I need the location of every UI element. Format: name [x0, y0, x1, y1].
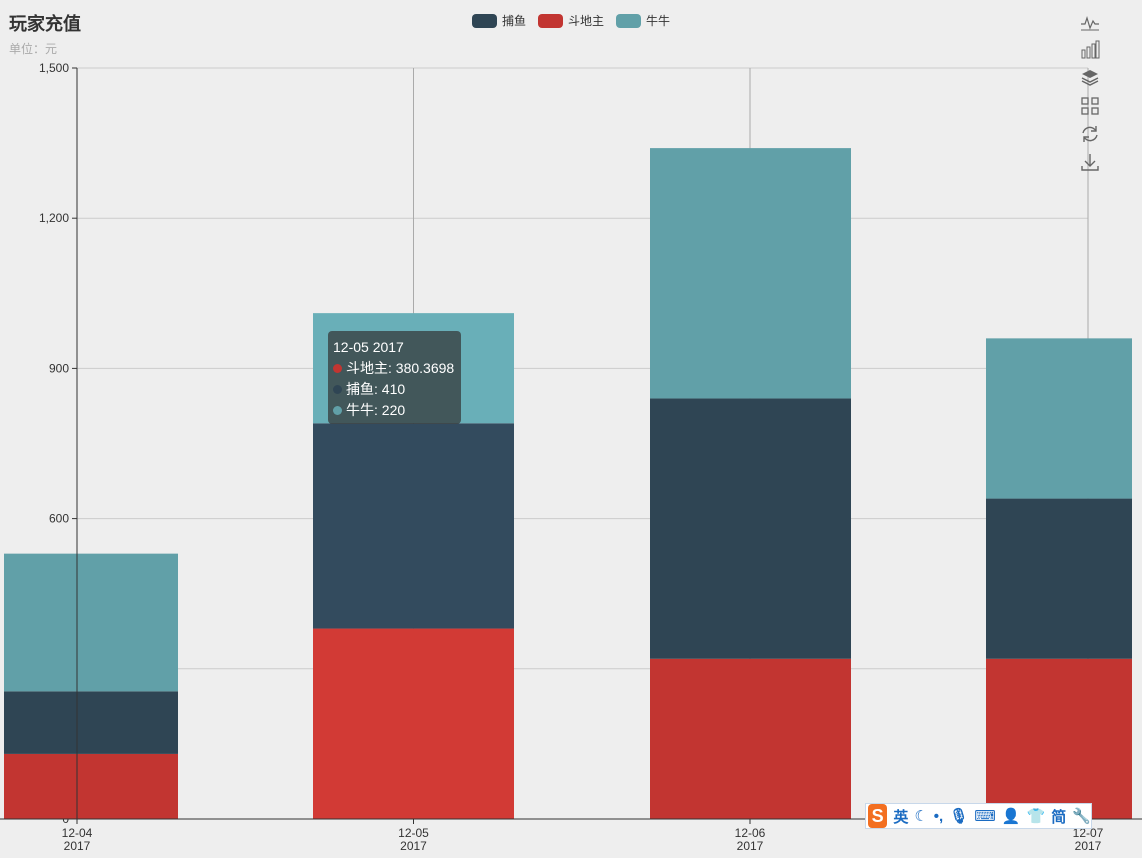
- chart-title: 玩家充值: [9, 14, 81, 34]
- x-tick-year: 2017: [64, 839, 91, 853]
- legend-swatch: [616, 13, 641, 28]
- x-tick-year: 2017: [737, 839, 764, 853]
- tooltip-label: 牛牛: 220: [346, 402, 406, 418]
- ime-simplified-toggle[interactable]: 简: [1051, 808, 1067, 826]
- x-tick-label: 12-05: [398, 826, 429, 840]
- x-tick-label: 12-06: [735, 826, 766, 840]
- ime-toolbar: S 英 ☾ •, 🎙 ⌨ 👤 👕 简 🔧: [865, 803, 1092, 829]
- legend-item-landlord[interactable]: 斗地主: [537, 12, 604, 29]
- y-tick-label: 1,200: [39, 211, 69, 225]
- bar-segment: [986, 498, 1132, 659]
- microphone-icon[interactable]: 🎙: [949, 808, 969, 825]
- tiled-icon[interactable]: [1080, 96, 1100, 116]
- tooltip-label: 斗地主: 380.3698: [346, 360, 455, 376]
- bar-segment: [650, 148, 851, 399]
- tooltip-dot: [333, 364, 342, 373]
- x-tick-year: 2017: [400, 839, 427, 853]
- tooltip-title: 12-05 2017: [333, 339, 404, 355]
- shirt-icon[interactable]: 👕: [1026, 808, 1046, 825]
- bar-segment: [4, 553, 178, 692]
- tooltip-row: 捕鱼: 410: [333, 379, 456, 400]
- legend-label: 牛牛: [646, 14, 671, 28]
- ime-logo-icon[interactable]: S: [868, 804, 888, 828]
- legend: 捕鱼 斗地主 牛牛: [0, 12, 1142, 29]
- legend-item-fishing[interactable]: 捕鱼: [471, 12, 526, 29]
- chart-subtitle: 单位：元: [9, 42, 58, 56]
- toolbox: [1080, 12, 1104, 172]
- bar-segment: [650, 658, 851, 819]
- legend-swatch: [537, 13, 563, 28]
- y-tick-label: 900: [49, 361, 69, 375]
- x-tick-label: 12-07: [1073, 826, 1104, 840]
- y-tick-label: 1,500: [39, 61, 69, 75]
- bar-segment: [986, 338, 1132, 499]
- bar-segment: [4, 753, 178, 819]
- keyboard-icon[interactable]: ⌨: [974, 808, 996, 825]
- y-tick-label: 600: [49, 512, 69, 526]
- legend-item-niuniu[interactable]: 牛牛: [616, 12, 670, 29]
- bar-segment: [4, 691, 178, 754]
- user-icon[interactable]: 👤: [1001, 808, 1021, 825]
- bar-segment: [313, 628, 514, 819]
- wrench-icon[interactable]: 🔧: [1072, 808, 1091, 825]
- x-tick-year: 2017: [1075, 839, 1102, 853]
- ime-language-toggle[interactable]: 英: [893, 808, 909, 826]
- legend-label: 捕鱼: [501, 14, 526, 28]
- tooltip-dot: [333, 385, 342, 394]
- bar-segment: [313, 423, 514, 629]
- stack-icon[interactable]: [1080, 68, 1100, 88]
- tooltip-row: 牛牛: 220: [333, 400, 456, 421]
- x-tick-label: 12-04: [62, 826, 93, 840]
- tooltip-label: 捕鱼: 410: [346, 381, 406, 397]
- moon-icon[interactable]: ☾: [914, 808, 928, 825]
- tooltip: 12-05 2017 斗地主: 380.3698 捕鱼: 410 牛牛: 220: [328, 331, 461, 424]
- bar-segment: [986, 658, 1132, 819]
- legend-label: 斗地主: [567, 14, 604, 28]
- punctuation-icon[interactable]: •,: [933, 807, 944, 825]
- tooltip-row: 斗地主: 380.3698: [333, 358, 456, 379]
- line-chart-icon[interactable]: [1080, 12, 1100, 32]
- bar-chart-icon[interactable]: [1080, 40, 1100, 60]
- restore-icon[interactable]: [1080, 124, 1100, 144]
- tooltip-dot: [333, 406, 342, 415]
- save-image-icon[interactable]: [1080, 152, 1100, 172]
- bar-segment: [650, 398, 851, 659]
- legend-swatch: [471, 13, 497, 28]
